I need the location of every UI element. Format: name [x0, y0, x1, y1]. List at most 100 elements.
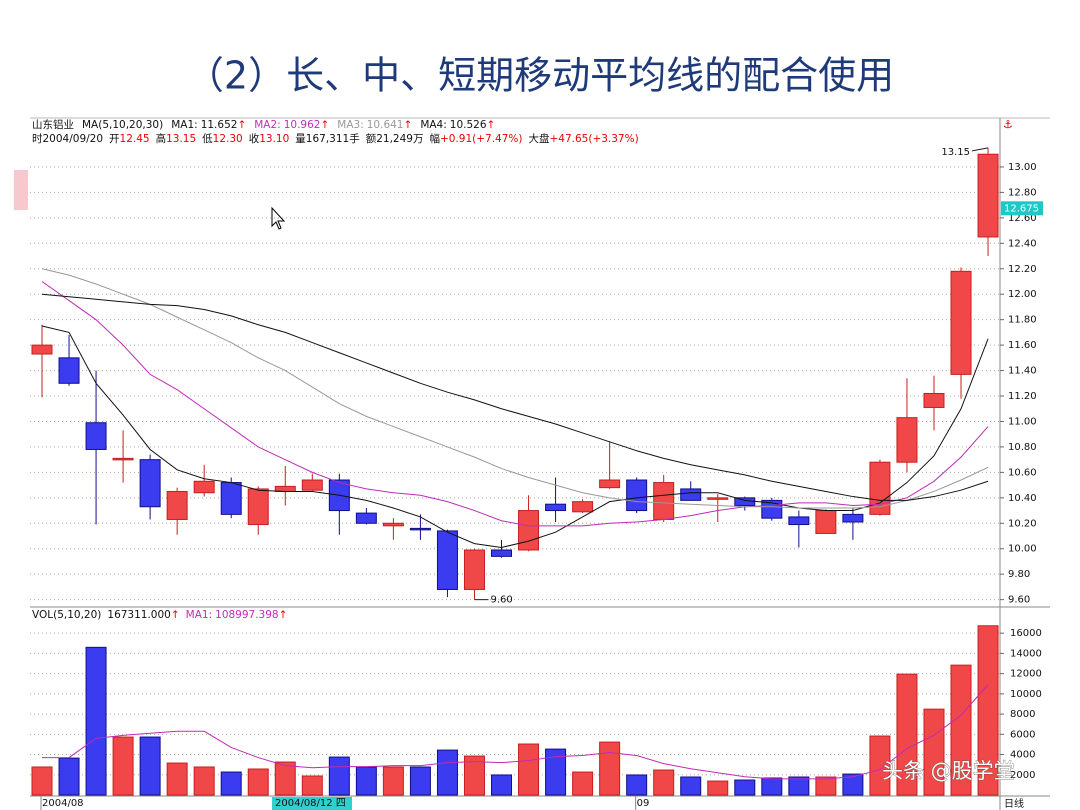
y-tick-label: 4000 — [1010, 750, 1035, 761]
volume-bar — [653, 769, 675, 796]
candle-body — [572, 501, 594, 513]
legend-text: MA1: — [186, 609, 212, 621]
volume-bar — [869, 735, 891, 796]
info-line: 时2004/09/20 开12.45 高13.15 低12.30 收13.10 量167,… — [32, 132, 639, 145]
legend-text: ↑ — [320, 119, 329, 131]
candle-body — [680, 488, 702, 501]
y-tick-label: 16000 — [1010, 628, 1042, 639]
candle-body — [463, 549, 485, 590]
x-tick-label: 09 — [637, 798, 650, 809]
y-tick-label: 11.60 — [1008, 340, 1037, 351]
volume-bar — [896, 673, 918, 796]
candle-body — [842, 513, 864, 523]
y-tick-label: 11.40 — [1008, 366, 1037, 377]
volume-bar — [436, 749, 458, 796]
volume-bar — [518, 743, 540, 796]
candle-body — [653, 482, 675, 520]
legend-text: +0.91(+7.47%) — [440, 133, 523, 145]
candle-body — [193, 480, 215, 494]
candle-body — [139, 459, 161, 508]
ma-line — [41, 325, 989, 548]
volume-bar — [220, 771, 242, 796]
ma-line — [41, 281, 989, 527]
y-tick-label: 10.20 — [1008, 518, 1037, 529]
volume-bar — [166, 762, 188, 796]
legend-text: 10.526 — [450, 119, 487, 131]
candle-body — [734, 497, 756, 506]
volume-bar — [355, 766, 377, 796]
volume-bar — [626, 774, 648, 796]
candle-body — [301, 479, 323, 491]
cursor-date-bg — [272, 797, 352, 810]
y-tick-label: 6000 — [1010, 729, 1035, 740]
legend-text: MA(5,10,20,30) — [82, 119, 163, 131]
candle-body — [518, 510, 540, 551]
plot: 9.60 9.80 10.00 10.20 10.40 10.60 10.80 11.00 11… — [30, 147, 1043, 810]
period-label: 日线 — [1004, 797, 1024, 810]
volume-ma-line — [42, 684, 989, 780]
annotation: 13.15 — [941, 147, 970, 158]
candle-body — [545, 503, 567, 512]
volume-bar — [950, 664, 972, 796]
volume-bar — [977, 625, 999, 796]
legend-text: 大盘 — [528, 132, 549, 145]
volume-bar — [274, 761, 296, 796]
ma-line — [41, 293, 989, 501]
y-tick-label: 11.80 — [1008, 315, 1037, 326]
candle-body — [166, 490, 188, 520]
legend-text: ↑ — [237, 119, 246, 131]
cursor-icon — [271, 206, 286, 230]
volume-bar — [193, 766, 215, 796]
candle-body — [626, 479, 648, 512]
candle-body — [977, 153, 999, 238]
volume-bar — [31, 766, 53, 796]
legend-text: 山东铝业 — [32, 118, 74, 131]
legend-text: ↑ — [279, 609, 288, 621]
volume-bar — [788, 776, 810, 796]
candle-body — [923, 392, 945, 408]
y-tick-label: 9.80 — [1008, 569, 1030, 580]
legend-text: 开 — [109, 133, 120, 145]
candle-body — [409, 527, 431, 531]
y-tick-label: 10.00 — [1008, 544, 1037, 555]
candle-body — [436, 530, 458, 590]
legend-text: 108997.398 — [215, 609, 278, 621]
y-tick-label: 12.00 — [1008, 289, 1037, 300]
legend-text: 13.15 — [166, 133, 196, 145]
legend-text: ↑ — [487, 119, 496, 131]
y-tick-label: 11.00 — [1008, 416, 1037, 427]
candle-body — [31, 344, 53, 355]
volume-bar — [734, 779, 756, 796]
annotation: 9.60 — [490, 595, 512, 606]
volume-bar — [491, 774, 513, 796]
ma-line — [41, 268, 989, 509]
candle-body — [58, 357, 80, 384]
legend-text: 额21,249万 — [366, 132, 424, 145]
y-tick-label: 12000 — [1010, 669, 1042, 680]
y-tick-label: 10000 — [1010, 689, 1042, 700]
volume-bar — [247, 768, 269, 796]
page-title: （2）长、中、短期移动平均线的配合使用 — [186, 54, 894, 98]
y-tick-label: 12.40 — [1008, 238, 1037, 249]
legend-text: MA1: — [171, 119, 197, 131]
legend-text: 167311.000 — [107, 609, 170, 621]
legend-text: ↑ — [404, 119, 413, 131]
legend-text: 10.641 — [367, 119, 404, 131]
legend-text: 低 — [202, 132, 213, 145]
volume-bar — [572, 771, 594, 796]
volume-bar — [545, 748, 567, 796]
legend-text: 时2004/09/20 — [32, 133, 103, 145]
cursor-date: 2004/08/12 四 — [275, 798, 346, 809]
volume-legend: VOL(5,10,20) 167311.000↑ MA1: 108997.398↑ — [32, 609, 287, 621]
legend-text: ↑ — [171, 609, 180, 621]
volume-bar — [301, 775, 323, 796]
legend-text: +47.65(+3.37%) — [549, 133, 638, 145]
volume-bar — [923, 708, 945, 796]
legend-text: MA3: — [337, 119, 363, 131]
candle-body — [220, 482, 242, 515]
volume-bar — [463, 755, 485, 796]
candle-body — [355, 512, 377, 524]
y-tick-label: 10.40 — [1008, 493, 1037, 504]
legend-text: 量167,311手 — [295, 132, 359, 145]
